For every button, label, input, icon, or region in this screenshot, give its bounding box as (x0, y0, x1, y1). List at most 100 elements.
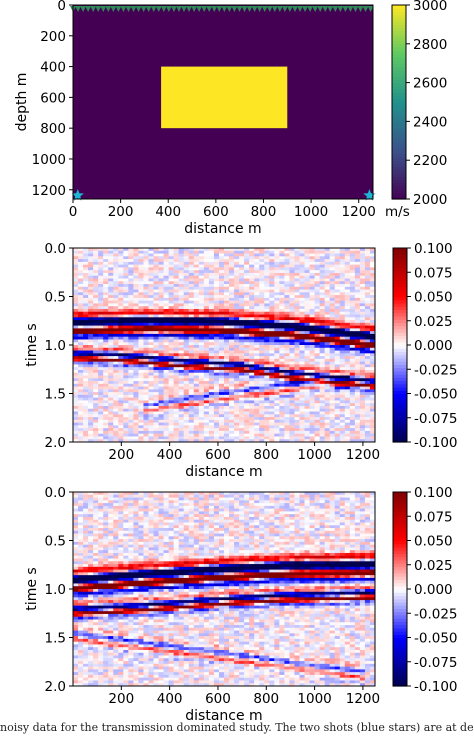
trace-cell (193, 386, 200, 390)
trace-cell (108, 356, 114, 360)
trace-cell (364, 264, 371, 268)
trace-cell (83, 536, 89, 540)
trace-cell (93, 369, 99, 374)
trace-cell (123, 272, 129, 277)
trace-cell (198, 381, 205, 385)
trace-cell (264, 383, 270, 388)
trace-cell (88, 383, 94, 388)
trace-cell (239, 358, 245, 363)
trace-cell (344, 289, 351, 293)
trace-cell (93, 514, 99, 518)
trace-cell (153, 347, 160, 352)
trace-cell (103, 644, 109, 648)
trace-cell (143, 317, 149, 321)
trace-cell (319, 295, 326, 299)
trace-cell (319, 419, 326, 424)
trace-cell (113, 367, 119, 371)
trace-cell (88, 619, 94, 623)
trace-cell (113, 361, 119, 365)
trace-cell (284, 284, 290, 288)
trace-cell (88, 264, 94, 268)
trace-cell (274, 389, 280, 393)
trace-cell (284, 272, 290, 277)
trace-cell (324, 328, 331, 332)
trace-cell (294, 350, 300, 354)
trace-cell (218, 328, 225, 332)
trace-cell (78, 328, 84, 332)
trace-cell (138, 375, 144, 379)
trace-cell (254, 392, 260, 396)
trace-cell (234, 278, 240, 282)
trace-cell (143, 358, 149, 363)
trace-cell (294, 314, 300, 318)
trace-cell (239, 394, 245, 399)
trace-cell (334, 250, 341, 255)
trace-cell (269, 297, 275, 302)
trace-cell (83, 539, 89, 543)
trace-cell (103, 680, 109, 684)
trace-cell (88, 663, 94, 668)
trace-cell (304, 272, 311, 277)
trace-cell (143, 356, 149, 360)
trace-cell (153, 417, 160, 421)
trace-cell (78, 425, 84, 429)
trace-cell (329, 425, 336, 429)
trace-cell (359, 381, 366, 385)
trace-cell (113, 306, 119, 310)
trace-cell (294, 369, 300, 374)
trace-cell (364, 261, 371, 266)
trace-cell (239, 408, 245, 413)
receiver-marker (337, 6, 344, 12)
trace-cell (349, 425, 356, 429)
trace-cell (73, 389, 79, 393)
trace-cell (229, 295, 235, 299)
trace-cell (163, 428, 170, 432)
trace-cell (279, 320, 285, 324)
trace-cell (259, 295, 265, 299)
trace-cell (103, 613, 109, 618)
trace-cell (128, 433, 134, 437)
trace-cell (83, 591, 89, 596)
trace-cell (319, 275, 326, 279)
trace-cell (359, 303, 366, 307)
trace-cell (224, 356, 230, 360)
trace-cell (98, 303, 104, 307)
trace-cell (83, 577, 89, 582)
trace-cell (224, 303, 230, 307)
trace-cell (183, 264, 190, 268)
trace-cell (339, 286, 346, 291)
trace-cell (118, 436, 124, 440)
trace-cell (254, 381, 260, 385)
trace-cell (93, 381, 99, 385)
trace-cell (284, 278, 290, 282)
trace-cell (284, 422, 290, 426)
trace-cell (108, 414, 114, 418)
trace-cell (78, 602, 84, 607)
trace-cell (88, 649, 94, 654)
trace-cell (128, 284, 134, 288)
trace-cell (73, 661, 79, 665)
trace-cell (334, 248, 341, 252)
trace-cell (203, 295, 210, 299)
trace-cell (158, 278, 165, 282)
trace-cell (249, 353, 255, 357)
trace-cell (239, 248, 245, 252)
trace-cell (324, 411, 331, 415)
trace-cell (148, 278, 155, 282)
trace-cell (274, 345, 280, 349)
receiver-marker (160, 6, 167, 12)
trace-cell (309, 303, 316, 307)
trace-cell (98, 419, 104, 424)
trace-cell (354, 405, 361, 410)
trace-cell (208, 342, 215, 346)
trace-cell (173, 261, 180, 266)
trace-cell (103, 289, 109, 293)
trace-cell (98, 278, 104, 282)
trace-cell (93, 433, 99, 437)
trace-cell (88, 589, 94, 593)
trace-cell (289, 389, 295, 393)
trace-cell (208, 392, 215, 396)
trace-cell (98, 320, 104, 324)
trace-cell (284, 433, 290, 437)
trace-cell (213, 306, 220, 310)
